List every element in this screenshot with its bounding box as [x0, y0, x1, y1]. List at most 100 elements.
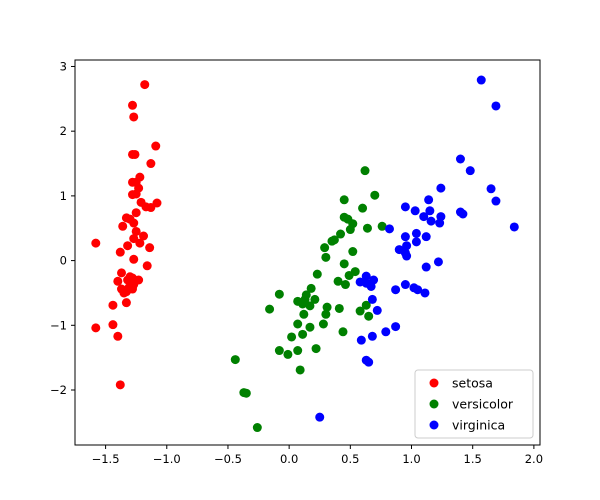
data-point-virginica	[315, 412, 325, 422]
data-point-virginica	[367, 331, 377, 341]
data-point-versicolor	[305, 322, 315, 332]
data-point-versicolor	[298, 299, 308, 309]
x-tick-label: 1.5	[464, 452, 482, 466]
points-layer	[91, 75, 519, 433]
data-point-virginica	[402, 251, 412, 261]
data-point-versicolor	[338, 327, 348, 337]
data-point-virginica	[411, 228, 421, 238]
data-point-setosa	[121, 298, 131, 308]
data-point-virginica	[384, 224, 394, 234]
data-point-virginica	[400, 280, 410, 290]
data-point-setosa	[145, 243, 155, 253]
data-point-setosa	[146, 203, 156, 213]
data-point-versicolor	[362, 223, 372, 233]
x-tick-label: 1.0	[402, 452, 420, 466]
data-point-versicolor	[311, 344, 321, 354]
data-point-versicolor	[252, 423, 262, 433]
data-point-virginica	[366, 281, 376, 291]
x-tick-label: 0.0	[280, 452, 298, 466]
data-point-versicolor	[344, 270, 354, 280]
data-point-versicolor	[322, 302, 332, 312]
data-point-setosa	[91, 323, 101, 333]
data-point-setosa	[118, 221, 128, 231]
data-point-versicolor	[345, 225, 355, 235]
data-point-virginica	[421, 232, 431, 242]
data-point-virginica	[424, 195, 434, 205]
data-point-setosa	[129, 218, 139, 228]
data-point-setosa	[108, 300, 118, 310]
x-tick-label: −1.5	[92, 452, 120, 466]
data-point-virginica	[420, 288, 430, 298]
data-point-setosa	[113, 331, 123, 341]
legend: setosa versicolor virginica	[414, 369, 534, 439]
data-point-virginica	[372, 305, 382, 315]
data-point-setosa	[139, 231, 149, 241]
data-point-versicolor	[364, 311, 374, 321]
data-point-versicolor	[310, 294, 320, 304]
data-point-versicolor	[306, 283, 316, 293]
legend-label-versicolor: versicolor	[452, 397, 514, 412]
data-point-versicolor	[241, 388, 251, 398]
data-point-setosa	[128, 177, 138, 187]
data-point-versicolor	[336, 229, 346, 239]
data-point-versicolor	[348, 247, 358, 257]
data-point-setosa	[117, 268, 126, 278]
data-point-versicolor	[230, 355, 240, 365]
data-point-virginica	[400, 232, 410, 242]
data-point-virginica	[381, 327, 391, 337]
data-point-setosa	[146, 159, 156, 169]
series-versicolor	[230, 166, 387, 433]
data-point-setosa	[113, 276, 123, 286]
series-virginica	[315, 75, 519, 422]
data-point-versicolor	[299, 309, 309, 319]
data-point-virginica	[421, 262, 431, 272]
data-point-versicolor	[377, 221, 387, 231]
data-point-virginica	[356, 335, 366, 345]
y-axis: −2 −1 0 1 2 3	[50, 59, 75, 397]
data-point-versicolor	[318, 319, 328, 329]
data-point-virginica	[491, 196, 501, 206]
data-point-versicolor	[360, 166, 370, 176]
y-tick-label: 1	[60, 189, 67, 203]
data-point-versicolor	[321, 252, 331, 262]
data-point-versicolor	[283, 349, 293, 359]
data-point-versicolor	[295, 365, 305, 375]
data-point-virginica	[364, 357, 374, 367]
data-point-setosa	[123, 241, 133, 251]
y-tick-label: 3	[60, 59, 67, 73]
data-point-setosa	[131, 208, 141, 218]
data-point-versicolor	[305, 301, 315, 311]
legend-box	[414, 369, 534, 439]
data-point-setosa	[115, 380, 125, 390]
data-point-virginica	[491, 101, 501, 111]
data-point-versicolor	[334, 303, 344, 313]
data-point-setosa	[135, 238, 145, 248]
data-point-setosa	[115, 247, 125, 257]
data-point-versicolor	[339, 195, 349, 205]
data-point-virginica	[455, 154, 465, 164]
data-point-versicolor	[361, 300, 371, 310]
data-point-virginica	[476, 75, 486, 85]
data-point-virginica	[465, 166, 475, 176]
data-point-virginica	[433, 257, 443, 267]
data-point-versicolor	[340, 280, 350, 290]
data-point-versicolor	[370, 190, 380, 200]
data-point-setosa	[129, 112, 139, 122]
data-point-setosa	[130, 149, 140, 159]
y-tick-label: −1	[50, 318, 67, 332]
data-point-setosa	[140, 80, 150, 90]
legend-label-virginica: virginica	[452, 418, 505, 433]
data-point-virginica	[436, 183, 446, 193]
data-point-virginica	[411, 237, 421, 247]
y-tick-label: −2	[50, 383, 67, 397]
data-point-versicolor	[321, 309, 331, 319]
series-setosa	[91, 80, 162, 390]
data-point-setosa	[142, 261, 152, 271]
data-point-versicolor	[265, 304, 275, 314]
data-point-virginica	[425, 206, 435, 216]
data-point-versicolor	[298, 329, 308, 339]
data-point-virginica	[509, 222, 519, 232]
data-point-versicolor	[274, 289, 284, 299]
data-point-setosa	[151, 141, 161, 151]
